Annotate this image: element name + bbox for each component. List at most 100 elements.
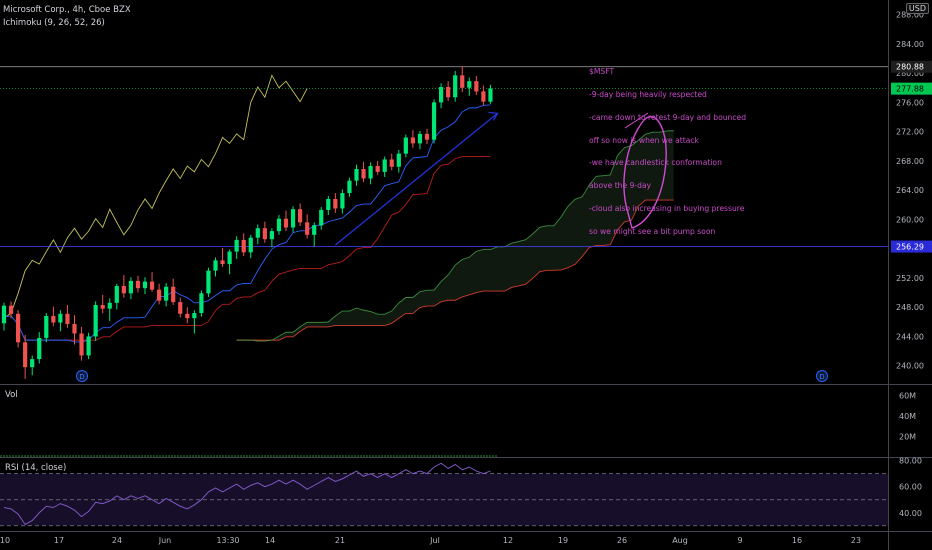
time-tick-label: 14 xyxy=(265,536,275,545)
price-label-box xyxy=(891,60,932,73)
annotation-line: off so now is when we attack xyxy=(589,135,699,145)
candle-body xyxy=(333,198,338,209)
candle-body xyxy=(58,313,63,323)
rsi-tick-label: 60.00 xyxy=(899,483,922,492)
candle-body xyxy=(389,159,394,167)
candle-body xyxy=(107,302,112,309)
candle-body xyxy=(86,336,91,356)
candle-body xyxy=(121,285,126,294)
time-tick-label: 12 xyxy=(503,536,513,545)
ichimoku-cloud xyxy=(236,130,674,342)
rsi-line xyxy=(3,462,491,526)
time-tick-label: 10 xyxy=(0,536,10,545)
candle-body xyxy=(467,81,472,88)
time-tick-label: 13:30 xyxy=(216,536,239,545)
candle-body xyxy=(213,260,218,271)
candle-body xyxy=(16,313,21,343)
candle-body xyxy=(255,228,260,238)
dividend-marker xyxy=(76,370,88,382)
price-label: 256.29 xyxy=(896,243,924,252)
candle-body xyxy=(424,133,430,140)
candle-body xyxy=(375,166,380,172)
candle-body xyxy=(403,137,408,154)
volume-tick-label: 20M xyxy=(899,432,916,441)
candle-body xyxy=(128,280,133,294)
candle-body xyxy=(37,337,42,360)
candle-body xyxy=(262,228,267,240)
candle-body xyxy=(199,293,204,314)
annotation-line: so we might see a bit pump soon xyxy=(589,226,716,236)
candle-body xyxy=(453,75,458,98)
price-tick-label: 260.00 xyxy=(896,215,924,224)
dividend-marker-label: D xyxy=(819,373,824,381)
price-tick-label: 248.00 xyxy=(896,303,924,312)
candle-body xyxy=(276,218,282,232)
annotation-line: -came down to retest 9-day and bounced xyxy=(589,112,747,122)
candle-body xyxy=(248,237,253,253)
candle-body xyxy=(319,209,324,226)
price-tick-label: 280.00 xyxy=(896,69,924,78)
time-tick-label: 17 xyxy=(54,536,64,545)
annotation-line: above the 9-day xyxy=(589,181,652,191)
time-tick-label: 9 xyxy=(737,536,742,545)
price-label-box xyxy=(891,240,932,253)
time-tick-label: Jul xyxy=(429,536,440,545)
candle-body xyxy=(192,313,197,319)
price-tick-label: 288.00 xyxy=(896,11,924,20)
candle-body xyxy=(157,289,162,301)
candle-body xyxy=(460,75,465,88)
price-tick-label: 276.00 xyxy=(896,98,924,107)
rsi-legend: RSI (14, close) xyxy=(5,463,67,473)
candle-body xyxy=(474,81,479,92)
base-line xyxy=(3,156,491,341)
trend-arrow-head xyxy=(488,111,499,121)
candle-body xyxy=(305,222,310,235)
candle-body xyxy=(30,359,35,368)
price-tick-label: 272.00 xyxy=(896,128,924,137)
annotation-line: -9-day being heavily respected xyxy=(589,89,707,99)
annotation-line: -we have candlestick conformation xyxy=(589,158,722,168)
annotation-line: -cloud also increasing in buying pressur… xyxy=(589,203,745,213)
candle-body xyxy=(446,87,451,98)
ichimoku-legend: Ichimoku (9, 26, 52, 26) xyxy=(3,18,105,28)
time-tick-label: 24 xyxy=(112,536,122,545)
candle-body xyxy=(312,225,317,235)
candle-body xyxy=(72,324,77,334)
candle-body xyxy=(368,166,373,179)
candle-body xyxy=(283,218,289,228)
time-tick-label: 26 xyxy=(617,536,627,545)
time-tick-label: Aug xyxy=(672,536,688,545)
dividend-marker-label: D xyxy=(79,373,84,381)
price-label: 280.88 xyxy=(896,63,924,72)
time-tick-label: 23 xyxy=(851,536,861,545)
time-tick-label: 21 xyxy=(335,536,345,545)
price-label-box xyxy=(891,82,932,95)
symbol-title: Microsoft Corp., 4h, Cboe BZX xyxy=(3,5,131,15)
candle-body xyxy=(488,88,493,102)
candle-body xyxy=(1,305,7,324)
candle-body xyxy=(241,239,246,253)
candle-body xyxy=(185,313,190,319)
candle-body xyxy=(396,153,401,167)
candle-body xyxy=(79,333,84,356)
candle-body xyxy=(93,305,98,337)
price-tick-label: 264.00 xyxy=(896,186,924,195)
currency-badge[interactable]: USD xyxy=(905,3,929,14)
candle-body xyxy=(340,193,345,209)
candle-body xyxy=(164,286,169,301)
candle-body xyxy=(361,168,366,179)
candle-body xyxy=(269,231,274,240)
span-a-line xyxy=(236,130,674,342)
volume-tick-label: 60M xyxy=(899,391,916,400)
time-tick-label: 16 xyxy=(792,536,802,545)
rsi-tick-label: 80.00 xyxy=(899,457,922,466)
candle-body xyxy=(382,159,387,172)
conversion-line xyxy=(3,104,491,343)
candle-body xyxy=(354,168,359,181)
trade-annotation: $MSFT -9-day being heavily respected -ca… xyxy=(589,53,746,243)
price-tick-label: 244.00 xyxy=(896,332,924,341)
price-tick-label: 240.00 xyxy=(896,362,924,371)
rsi-tick-label: 40.00 xyxy=(899,509,922,518)
candle-body xyxy=(142,281,148,289)
